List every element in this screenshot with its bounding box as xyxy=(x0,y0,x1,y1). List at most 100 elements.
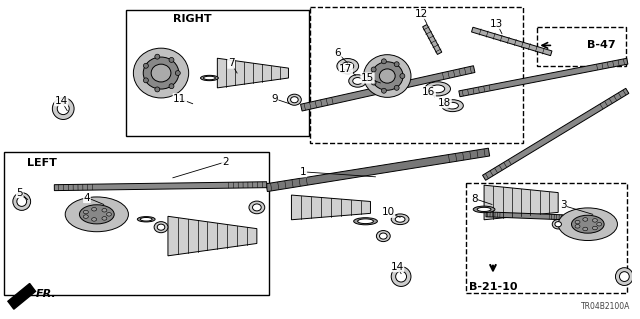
Ellipse shape xyxy=(253,204,261,211)
Text: 11: 11 xyxy=(173,94,186,104)
Ellipse shape xyxy=(337,58,358,74)
Ellipse shape xyxy=(583,227,588,231)
Bar xyxy=(127,10,309,136)
Ellipse shape xyxy=(380,233,387,239)
Ellipse shape xyxy=(442,100,463,112)
Polygon shape xyxy=(483,88,629,180)
Bar xyxy=(310,7,523,143)
Text: 15: 15 xyxy=(361,73,374,83)
Ellipse shape xyxy=(425,82,451,96)
Text: 13: 13 xyxy=(490,19,504,29)
Ellipse shape xyxy=(79,205,114,224)
Ellipse shape xyxy=(381,88,387,93)
Ellipse shape xyxy=(52,98,74,120)
Ellipse shape xyxy=(616,268,633,286)
Ellipse shape xyxy=(555,222,561,227)
Text: 2: 2 xyxy=(222,157,228,167)
Polygon shape xyxy=(54,182,267,191)
Text: 3: 3 xyxy=(560,200,566,211)
Ellipse shape xyxy=(249,201,265,214)
Ellipse shape xyxy=(57,103,69,115)
Ellipse shape xyxy=(596,222,602,226)
Polygon shape xyxy=(472,27,552,56)
Text: 4: 4 xyxy=(84,193,90,203)
Ellipse shape xyxy=(400,74,405,78)
Ellipse shape xyxy=(371,62,403,90)
Ellipse shape xyxy=(371,67,376,72)
Text: 6: 6 xyxy=(335,48,341,58)
Ellipse shape xyxy=(447,102,458,109)
Ellipse shape xyxy=(353,78,362,85)
Text: RIGHT: RIGHT xyxy=(173,14,212,24)
Text: 18: 18 xyxy=(438,98,451,108)
Text: 10: 10 xyxy=(381,207,395,217)
Ellipse shape xyxy=(396,271,406,282)
Ellipse shape xyxy=(102,209,107,212)
Ellipse shape xyxy=(83,215,88,219)
Ellipse shape xyxy=(376,231,390,241)
Text: 12: 12 xyxy=(415,9,428,19)
Text: 9: 9 xyxy=(271,94,278,104)
Ellipse shape xyxy=(143,78,148,83)
Text: FR.: FR. xyxy=(36,289,56,299)
Ellipse shape xyxy=(155,54,160,59)
Ellipse shape xyxy=(391,267,411,286)
Polygon shape xyxy=(266,148,490,191)
Ellipse shape xyxy=(154,222,168,233)
Ellipse shape xyxy=(380,69,395,83)
Ellipse shape xyxy=(396,216,405,222)
Text: B-21-10: B-21-10 xyxy=(468,281,517,292)
Ellipse shape xyxy=(102,217,107,220)
Ellipse shape xyxy=(287,94,301,105)
Polygon shape xyxy=(301,66,475,111)
Ellipse shape xyxy=(593,226,597,230)
Ellipse shape xyxy=(291,97,298,103)
Ellipse shape xyxy=(394,85,399,90)
Text: B-47: B-47 xyxy=(587,41,616,50)
Text: 1: 1 xyxy=(300,167,307,177)
Ellipse shape xyxy=(593,219,597,222)
Ellipse shape xyxy=(151,64,171,82)
Ellipse shape xyxy=(140,218,152,221)
Polygon shape xyxy=(291,195,371,220)
Ellipse shape xyxy=(381,59,387,64)
Ellipse shape xyxy=(552,219,564,229)
Polygon shape xyxy=(422,25,442,55)
Ellipse shape xyxy=(558,208,618,241)
Text: TR04B2100A: TR04B2100A xyxy=(581,302,630,311)
Ellipse shape xyxy=(394,62,399,67)
Ellipse shape xyxy=(83,210,88,214)
Ellipse shape xyxy=(200,75,218,81)
Polygon shape xyxy=(486,212,563,220)
Ellipse shape xyxy=(143,57,179,89)
Ellipse shape xyxy=(13,193,31,210)
Bar xyxy=(538,26,627,66)
Ellipse shape xyxy=(133,48,189,98)
Polygon shape xyxy=(168,216,257,256)
Ellipse shape xyxy=(391,214,409,225)
Ellipse shape xyxy=(65,197,129,232)
Ellipse shape xyxy=(349,75,367,87)
Ellipse shape xyxy=(143,63,148,68)
Ellipse shape xyxy=(358,219,373,224)
Ellipse shape xyxy=(575,220,580,224)
Ellipse shape xyxy=(431,85,445,93)
Ellipse shape xyxy=(572,215,604,233)
Text: 17: 17 xyxy=(339,64,353,74)
Text: 7: 7 xyxy=(228,58,234,68)
Ellipse shape xyxy=(583,218,588,221)
Ellipse shape xyxy=(17,197,27,206)
Ellipse shape xyxy=(106,212,111,216)
Polygon shape xyxy=(459,58,628,97)
Ellipse shape xyxy=(342,62,354,70)
Text: 16: 16 xyxy=(422,87,435,97)
Ellipse shape xyxy=(477,207,491,211)
Ellipse shape xyxy=(92,207,97,211)
Ellipse shape xyxy=(157,224,165,230)
Ellipse shape xyxy=(620,272,629,281)
Ellipse shape xyxy=(371,80,376,85)
Ellipse shape xyxy=(169,84,174,89)
Ellipse shape xyxy=(92,218,97,221)
Ellipse shape xyxy=(354,218,378,225)
Text: LEFT: LEFT xyxy=(26,158,56,168)
